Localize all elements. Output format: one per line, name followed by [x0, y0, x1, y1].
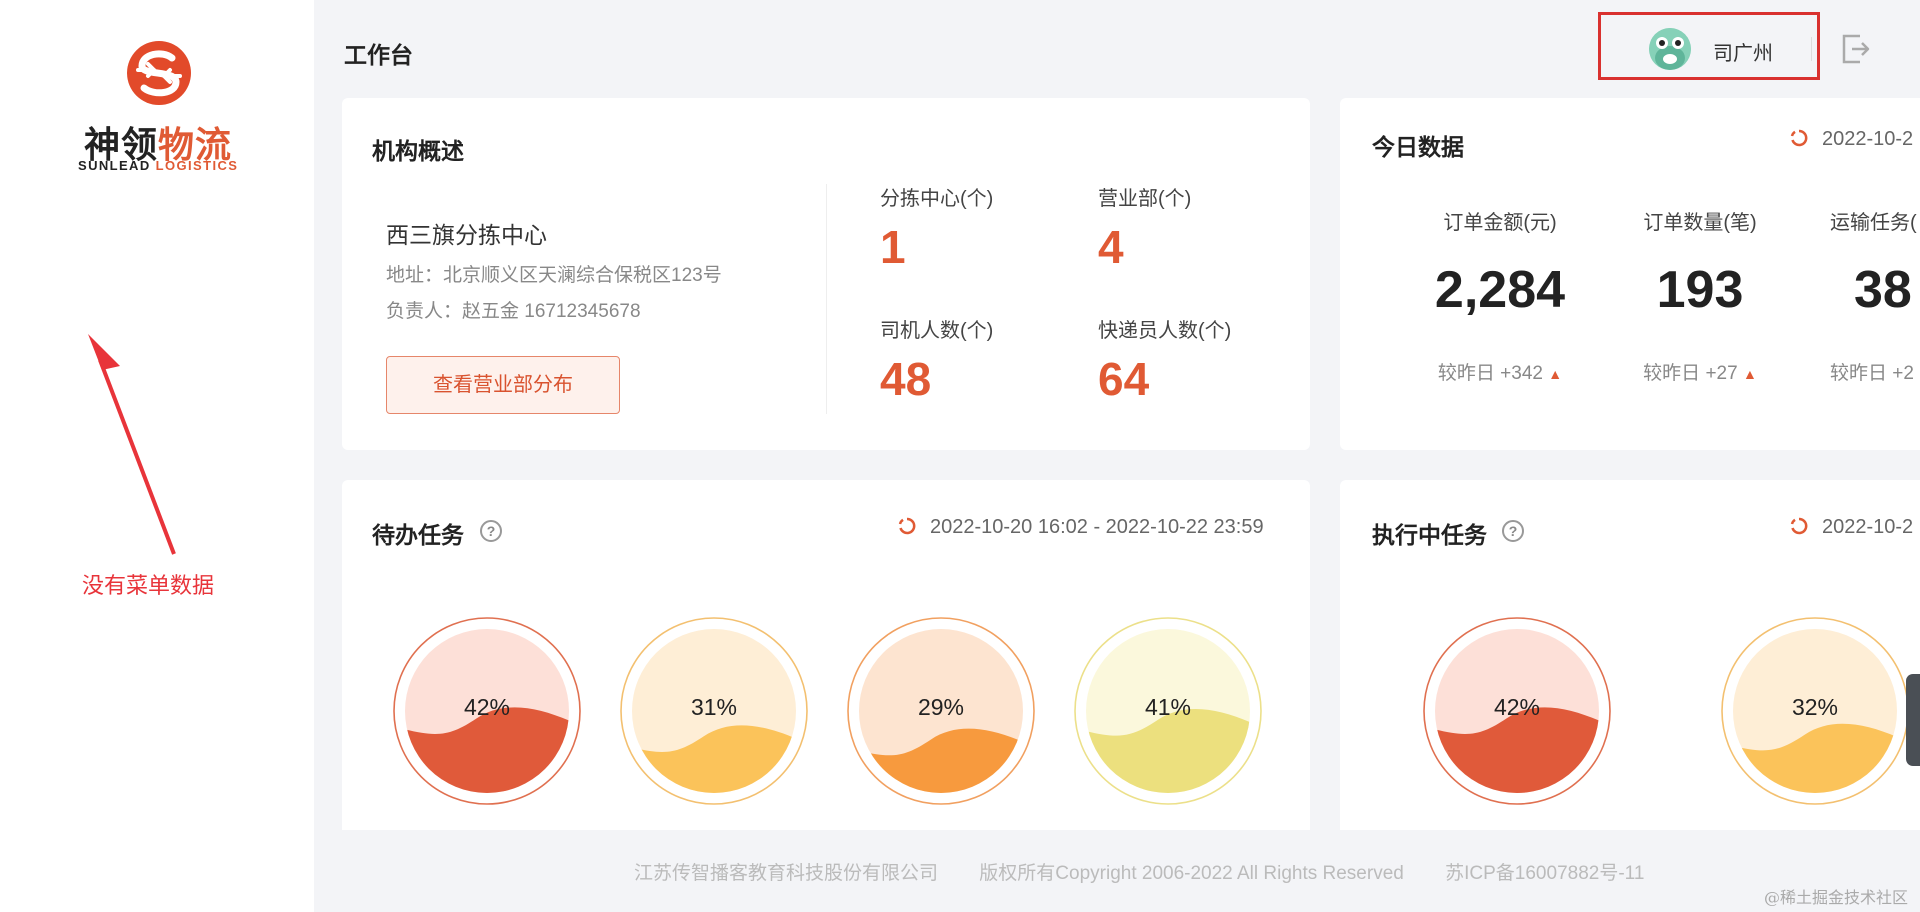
help-icon[interactable]: ?	[1502, 520, 1524, 542]
page-title: 工作台	[344, 42, 413, 68]
stat-value-drivers: 48	[880, 353, 932, 405]
todo-date-range-text: 2022-10-20 16:02 - 2022-10-22 23:59	[930, 516, 1264, 538]
gauge-percent: 31%	[690, 694, 738, 720]
stat-label-drivers: 司机人数(个)	[880, 320, 994, 342]
brand-logo[interactable]: 神领物流 SUNLEAD LOGISTICS	[78, 40, 238, 180]
metric-compare-transport: 较昨日 +2	[1830, 363, 1914, 384]
help-icon[interactable]: ?	[480, 520, 502, 542]
org-divider	[826, 184, 827, 414]
metric-compare-text-order-amount: 较昨日 +342	[1437, 363, 1543, 384]
metric-compare-order-count: 较昨日 +27 ▲	[1610, 358, 1790, 385]
today-date-text: 2022-10-2	[1822, 128, 1914, 150]
annotation-text: 没有菜单数据	[82, 573, 215, 598]
gauge-percent: 41%	[1144, 694, 1192, 720]
today-date[interactable]: 2022-10-2	[1790, 128, 1913, 151]
stat-label-branch: 营业部(个)	[1098, 188, 1192, 210]
progress-gauge: 42%	[1422, 616, 1612, 806]
gauge-percent: 29%	[917, 694, 965, 720]
executing-date[interactable]: 2022-10-2	[1790, 516, 1913, 539]
arrow-annotation-icon	[88, 334, 176, 555]
footer: 江苏传智播客教育科技股份有限公司 版权所有Copyright 2006-2022…	[634, 858, 1680, 885]
today-data-card: 今日数据 2022-10-2 订单金额(元) 2,284 较昨日 +342 ▲ …	[1340, 98, 1920, 450]
metric-label-order-amount: 订单金额(元)	[1443, 212, 1557, 234]
metric-compare-text-order-count: 较昨日 +27	[1643, 363, 1738, 384]
gauge-percent: 32%	[1791, 694, 1839, 720]
org-card-title: 机构概述	[372, 138, 464, 164]
progress-gauge: 42%	[392, 616, 582, 806]
user-menu[interactable]: 司广州	[1598, 12, 1820, 80]
gauge-percent: 42%	[463, 694, 511, 720]
gauge-percent: 42%	[1493, 694, 1541, 720]
brand-name-cn-part1: 神领	[83, 124, 158, 165]
footer-icp: 苏ICP备16007882号-11	[1445, 863, 1645, 884]
todo-tasks-card: 待办任务 ? 2022-10-20 16:02 - 2022-10-22 23:…	[342, 480, 1310, 830]
metric-compare-order-amount: 较昨日 +342 ▲	[1410, 358, 1590, 385]
metric-value-order-amount: 2,284	[1434, 261, 1566, 319]
stat-label-sorting-center: 分拣中心(个)	[880, 188, 994, 210]
stat-value-branch: 4	[1098, 221, 1124, 273]
progress-gauge: 29%	[846, 616, 1036, 806]
refresh-ring-icon	[1790, 129, 1808, 147]
logo-mark-icon	[127, 41, 191, 105]
today-card-title: 今日数据	[1372, 134, 1464, 160]
arrow-up-icon: ▲	[1742, 366, 1757, 382]
brand-name-cn-part2: 物流	[158, 124, 233, 165]
org-address: 地址：北京顺义区天澜综合保税区123号	[386, 265, 722, 286]
todo-date-range[interactable]: 2022-10-20 16:02 - 2022-10-22 23:59	[898, 516, 1264, 539]
sidebar: 神领物流 SUNLEAD LOGISTICS 没有菜单数据	[0, 0, 314, 912]
brand-name-en: SUNLEAD LOGISTICS	[78, 158, 238, 173]
footer-company: 江苏传智播客教育科技股份有限公司	[634, 863, 939, 884]
todo-card-title: 待办任务	[372, 522, 464, 548]
metric-label-order-count: 订单数量(笔)	[1643, 212, 1757, 234]
arrow-up-icon: ▲	[1548, 366, 1563, 382]
footer-copyright: 版权所有Copyright 2006-2022 All Rights Reser…	[979, 863, 1404, 884]
stat-value-sorting-center: 1	[880, 221, 906, 273]
view-branch-distribution-button[interactable]: 查看营业部分布	[386, 356, 620, 414]
brand-name-en-part2: LOGISTICS	[155, 158, 239, 173]
executing-card-title: 执行中任务	[1372, 522, 1487, 548]
stat-value-couriers: 64	[1098, 353, 1150, 405]
header: 工作台	[314, 0, 1920, 98]
progress-gauge: 32%	[1720, 616, 1910, 806]
metric-clip-transport: 运输任务( 38 较昨日 +2	[1830, 98, 1920, 450]
avatar-icon	[1649, 28, 1691, 70]
stat-label-couriers: 快递员人数(个)	[1098, 320, 1232, 342]
user-name[interactable]: 司广州	[1713, 43, 1773, 65]
brand-name-en-part1: SUNLEAD	[78, 158, 151, 173]
org-name: 西三旗分拣中心	[386, 222, 547, 248]
progress-gauge: 41%	[1073, 616, 1263, 806]
metric-value-transport: 38	[1854, 261, 1912, 319]
user-divider	[1811, 37, 1812, 61]
progress-gauge: 31%	[619, 616, 809, 806]
watermark: @稀土掘金技术社区	[1763, 888, 1908, 907]
executing-date-text: 2022-10-2	[1822, 516, 1914, 538]
refresh-ring-icon	[1790, 517, 1808, 535]
side-scroll-handle[interactable]	[1906, 674, 1920, 766]
org-overview-card: 机构概述 西三旗分拣中心 地址：北京顺义区天澜综合保税区123号 负责人：赵五金…	[342, 98, 1310, 450]
executing-tasks-card: 执行中任务 ? 2022-10-2 42% 32%	[1340, 480, 1920, 830]
refresh-ring-icon	[898, 517, 916, 535]
metric-value-order-count: 193	[1656, 261, 1744, 319]
metric-label-transport: 运输任务(	[1830, 212, 1917, 234]
brand-name-cn: 神领物流	[78, 116, 238, 168]
org-manager: 负责人：赵五金 16712345678	[386, 301, 641, 322]
logout-icon[interactable]	[1840, 32, 1870, 66]
